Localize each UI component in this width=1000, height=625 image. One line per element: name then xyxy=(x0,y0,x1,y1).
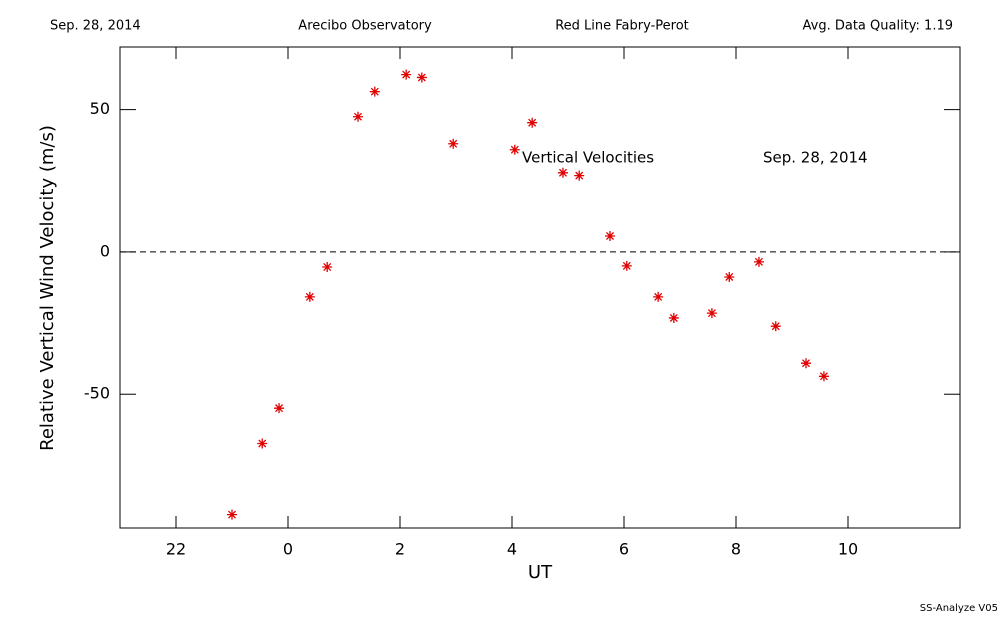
plot-frame xyxy=(119,46,961,529)
data-point xyxy=(801,358,811,369)
y-axis-label: Relative Vertical Wind Velocity (m/s) xyxy=(37,125,58,451)
y-tick-label: -50 xyxy=(84,384,110,403)
data-point xyxy=(322,262,333,273)
data-point xyxy=(753,256,764,267)
x-tick-label: 22 xyxy=(166,540,186,559)
header-quality: Avg. Data Quality: 1.19 xyxy=(803,19,953,34)
x-tick-label: 8 xyxy=(731,540,741,559)
annotation: Sep. 28, 2014 xyxy=(763,149,868,167)
data-point xyxy=(304,291,315,302)
data-point xyxy=(369,86,380,97)
data-point xyxy=(605,230,615,241)
annotation: Vertical Velocities xyxy=(522,149,654,167)
data-point xyxy=(509,144,520,155)
header-site: Arecibo Observatory xyxy=(298,19,432,34)
data-point xyxy=(706,308,717,319)
x-tick-label: 2 xyxy=(395,540,405,559)
data-point xyxy=(227,509,237,520)
data-point xyxy=(448,138,459,149)
y-tick-label: 50 xyxy=(90,99,110,118)
data-point xyxy=(527,117,538,128)
data-point xyxy=(353,111,363,122)
footer: SS-Analyze V05 xyxy=(920,603,998,614)
x-tick-label: 6 xyxy=(619,540,629,559)
data-point xyxy=(668,312,679,323)
x-tick-label: 0 xyxy=(283,540,293,559)
x-axis-label: UT xyxy=(528,562,553,583)
data-point xyxy=(653,291,664,302)
data-point xyxy=(724,271,735,282)
header-date: Sep. 28, 2014 xyxy=(50,19,141,34)
data-point xyxy=(621,260,632,271)
data-point xyxy=(770,321,781,332)
data-point xyxy=(401,69,412,80)
header-instrument: Red Line Fabry-Perot xyxy=(555,19,689,34)
data-point xyxy=(557,167,568,178)
data-point xyxy=(274,403,285,414)
data-point xyxy=(416,72,427,83)
y-tick-label: 0 xyxy=(100,241,110,260)
x-tick-label: 10 xyxy=(838,540,858,559)
x-tick-label: 4 xyxy=(507,540,517,559)
data-point xyxy=(818,371,829,382)
data-point xyxy=(574,170,585,181)
data-point xyxy=(257,438,268,449)
